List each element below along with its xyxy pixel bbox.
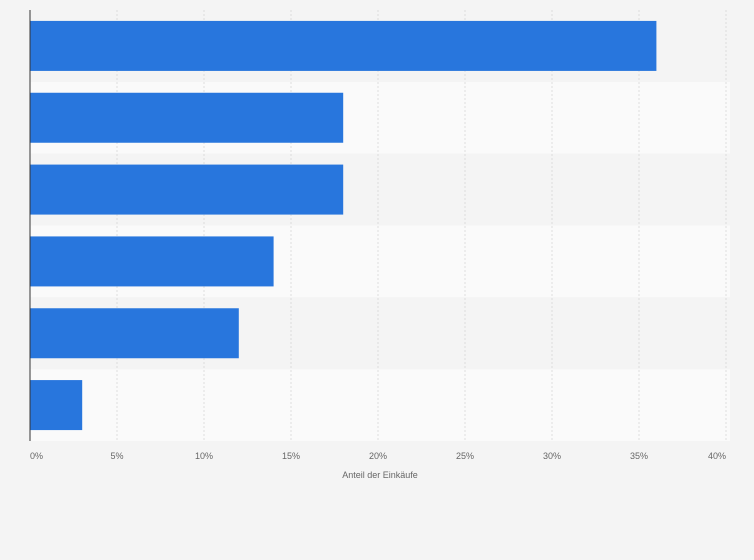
bars bbox=[30, 20, 657, 431]
x-tick-label: 25% bbox=[456, 451, 474, 461]
x-tick-label: 5% bbox=[110, 451, 123, 461]
bar bbox=[30, 236, 274, 287]
x-tick-labels: 0% 5% 10% 15% 20% 25% 30% 35% 40% bbox=[30, 451, 726, 461]
x-tick-label: 35% bbox=[630, 451, 648, 461]
x-tick-label: 15% bbox=[282, 451, 300, 461]
x-tick-label: 20% bbox=[369, 451, 387, 461]
bar bbox=[30, 308, 239, 359]
x-tick-label: 40% bbox=[708, 451, 726, 461]
x-tick-label: 0% bbox=[30, 451, 43, 461]
x-axis-title: Anteil der Einkäufe bbox=[342, 470, 418, 480]
x-tick-label: 10% bbox=[195, 451, 213, 461]
row-bands bbox=[30, 10, 730, 441]
row-band bbox=[30, 369, 730, 441]
bar bbox=[30, 92, 344, 143]
bar bbox=[30, 20, 657, 71]
x-tick-label: 30% bbox=[543, 451, 561, 461]
bar bbox=[30, 164, 344, 215]
bar bbox=[30, 380, 83, 431]
